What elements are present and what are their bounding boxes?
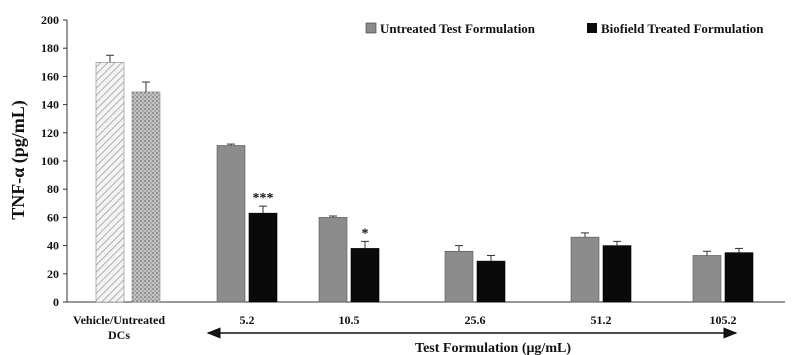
y-tick-label-120: 120 [41, 126, 59, 140]
legend-swatch-untreated [365, 22, 377, 34]
bar-treated-5.2 [248, 212, 278, 303]
significance-marker-5.2: *** [253, 191, 274, 206]
legend-label-treated: Biofield Treated Formulation [601, 21, 764, 36]
control-bar-untreated-dcs [131, 91, 161, 303]
bar-untreated-10.5 [318, 217, 348, 303]
y-tick-label-100: 100 [41, 154, 59, 168]
bar-untreated-25.6 [444, 250, 474, 303]
control-category-label-line2: DCs [108, 328, 130, 342]
bar-untreated-51.2 [570, 236, 600, 303]
bar-untreated-105.2 [692, 255, 722, 303]
control-bar-vehicle [95, 61, 125, 303]
y-tick-label-80: 80 [47, 182, 59, 196]
y-tick-label-140: 140 [41, 98, 59, 112]
x-category-label-10.5: 10.5 [339, 313, 360, 327]
legend-label-untreated: Untreated Test Formulation [380, 21, 536, 36]
legend-swatch-treated [587, 23, 597, 33]
x-category-label-105.2: 105.2 [710, 313, 737, 327]
x-category-label-5.2: 5.2 [240, 313, 255, 327]
bar-untreated-5.2 [216, 145, 246, 303]
bar-treated-51.2 [602, 245, 632, 303]
x-axis-label: Test Formulation (μg/mL) [415, 341, 571, 355]
y-axis-label: TNF-α (pg/mL) [8, 100, 29, 220]
bar-treated-10.5 [350, 248, 380, 303]
legend: Untreated Test Formulation Biofield Trea… [365, 21, 764, 36]
y-tick-label-0: 0 [53, 295, 59, 309]
control-category-label-line1: Vehicle/Untreated [73, 313, 165, 327]
y-tick-label-200: 200 [41, 13, 59, 27]
x-category-label-25.6: 25.6 [465, 313, 486, 327]
bar-treated-25.6 [476, 260, 506, 303]
plot-area: 0 20 40 60 80 100 120 140 160 180 200 5.2 10.5 25.6 51… [41, 13, 785, 327]
bar-treated-105.2 [724, 252, 754, 303]
y-tick-label-60: 60 [47, 210, 59, 224]
y-tick-label-160: 160 [41, 69, 59, 83]
y-tick-label-180: 180 [41, 41, 59, 55]
significance-marker-10.5: * [362, 226, 369, 241]
x-category-label-51.2: 51.2 [591, 313, 612, 327]
y-tick-label-40: 40 [47, 239, 59, 253]
y-tick-label-20: 20 [47, 267, 59, 281]
